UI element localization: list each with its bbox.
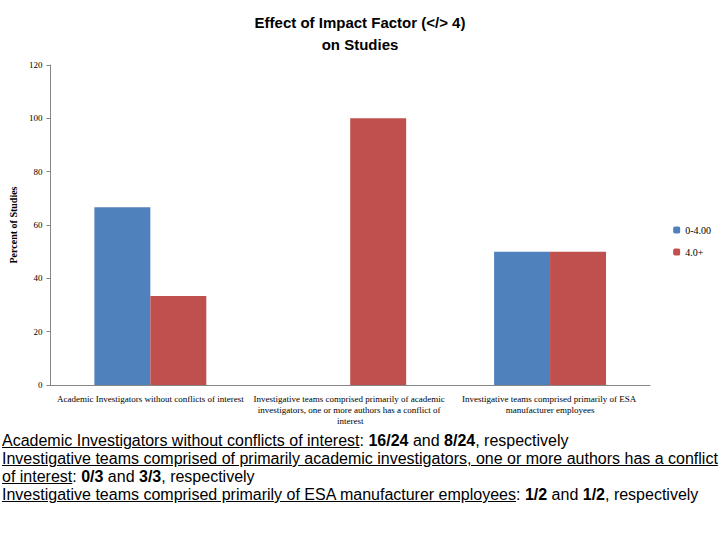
- svg-text:4.0+: 4.0+: [685, 247, 704, 258]
- svg-text:0-4.00: 0-4.00: [685, 225, 711, 236]
- svg-text:Investigative teams comprised: Investigative teams comprised primarily …: [462, 394, 638, 404]
- svg-text:investigators, one or more aut: investigators, one or more authors has a…: [258, 405, 443, 415]
- svg-text:on Studies: on Studies: [322, 36, 399, 53]
- html-text:Investigative teams comprised: Investigative teams comprised of primari…: [2, 450, 718, 485]
- html-text:Academic Investigators without: Academic Investigators without conflicts…: [2, 432, 569, 449]
- svg-text:120: 120: [29, 60, 43, 70]
- svg-text:0: 0: [38, 380, 43, 390]
- svg-text:Investigative teams comprised: Investigative teams comprised primarily …: [253, 394, 446, 404]
- svg-text:Percent of Studies: Percent of Studies: [8, 186, 19, 263]
- svg-text:interest: interest: [337, 416, 364, 426]
- svg-text:20: 20: [33, 327, 43, 337]
- svg-text:40: 40: [33, 273, 43, 283]
- svg-text:80: 80: [33, 167, 43, 177]
- svg-text:Effect of Impact Factor (</> 4: Effect of Impact Factor (</> 4): [255, 14, 466, 31]
- svg-text:100: 100: [29, 113, 43, 123]
- svg-text:60: 60: [33, 220, 43, 230]
- svg-text:manufacturer employees: manufacturer employees: [506, 405, 595, 415]
- html-text:Investigative teams comprised: Investigative teams comprised primarily …: [2, 486, 699, 503]
- svg-text:Academic Investigators without: Academic Investigators without conflicts…: [57, 394, 244, 404]
